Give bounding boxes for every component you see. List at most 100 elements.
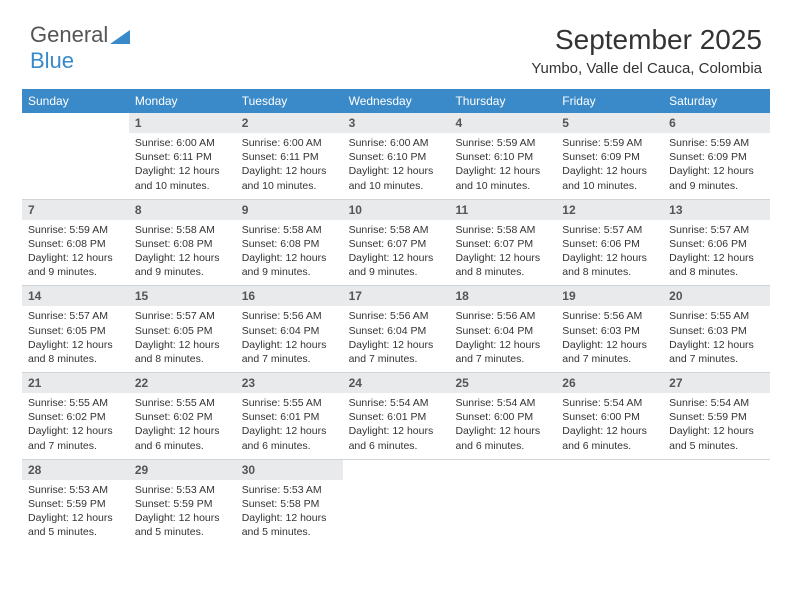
calendar-cell: 10Sunrise: 5:58 AMSunset: 6:07 PMDayligh… [343,200,450,286]
day-info: Sunrise: 5:55 AMSunset: 6:02 PMDaylight:… [129,393,236,459]
sunset-text: Sunset: 6:04 PM [455,324,550,338]
sunrise-text: Sunrise: 5:56 AM [455,309,550,323]
day-number: 15 [129,286,236,306]
daylight-text: Daylight: 12 hours and 5 minutes. [242,511,337,539]
daylight-text: Daylight: 12 hours and 6 minutes. [135,424,230,452]
day-number: 16 [236,286,343,306]
sunrise-text: Sunrise: 5:53 AM [28,483,123,497]
day-info: Sunrise: 5:58 AMSunset: 6:08 PMDaylight:… [236,220,343,286]
daylight-text: Daylight: 12 hours and 6 minutes. [349,424,444,452]
day-info: Sunrise: 5:55 AMSunset: 6:01 PMDaylight:… [236,393,343,459]
daylight-text: Daylight: 12 hours and 10 minutes. [242,164,337,192]
sunrise-text: Sunrise: 5:55 AM [242,396,337,410]
sunset-text: Sunset: 6:03 PM [669,324,764,338]
day-number: 20 [663,286,770,306]
daylight-text: Daylight: 12 hours and 9 minutes. [135,251,230,279]
calendar-cell: 18Sunrise: 5:56 AMSunset: 6:04 PMDayligh… [449,286,556,372]
sunset-text: Sunset: 6:08 PM [28,237,123,251]
calendar: Sunday Monday Tuesday Wednesday Thursday… [22,89,770,545]
calendar-cell: 8Sunrise: 5:58 AMSunset: 6:08 PMDaylight… [129,200,236,286]
calendar-cell: .. [343,460,450,546]
calendar-week: 7Sunrise: 5:59 AMSunset: 6:08 PMDaylight… [22,199,770,286]
sunset-text: Sunset: 6:05 PM [135,324,230,338]
day-number: 19 [556,286,663,306]
calendar-cell: 28 Sunrise: 5:53 AMSunset: 5:59 PMDayligh… [22,460,129,546]
day-info: Sunrise: 5:57 AMSunset: 6:05 PMDaylight:… [22,306,129,372]
day-number: 4 [449,113,556,133]
day-number: 3 [343,113,450,133]
day-number: 7 [22,200,129,220]
sunrise-text: Sunrise: 5:53 AM [135,483,230,497]
sunrise-text: Sunrise: 5:57 AM [562,223,657,237]
sunset-text: Sunset: 6:04 PM [349,324,444,338]
daylight-text: Daylight: 12 hours and 8 minutes. [455,251,550,279]
daylight-text: Daylight: 12 hours and 10 minutes. [349,164,444,192]
sunrise-text: Sunrise: 5:57 AM [669,223,764,237]
day-info: Sunrise: 5:59 AMSunset: 6:09 PMDaylight:… [663,133,770,199]
day-number: 14 [22,286,129,306]
day-number: 30 [236,460,343,480]
day-number: 12 [556,200,663,220]
sunset-text: Sunset: 6:04 PM [242,324,337,338]
sunrise-text: Sunrise: 5:54 AM [669,396,764,410]
calendar-cell: .. [449,460,556,546]
day-info: Sunrise: 5:59 AMSunset: 6:08 PMDaylight:… [22,220,129,286]
sunset-text: Sunset: 6:06 PM [669,237,764,251]
daylight-text: Daylight: 12 hours and 7 minutes. [349,338,444,366]
daylight-text: Daylight: 12 hours and 8 minutes. [135,338,230,366]
day-info: Sunrise: 5:54 AMSunset: 6:01 PMDaylight:… [343,393,450,459]
sunrise-text: Sunrise: 5:58 AM [455,223,550,237]
sunset-text: Sunset: 5:59 PM [28,497,123,511]
logo-text-2: Blue [30,48,74,73]
sunrise-text: Sunrise: 6:00 AM [242,136,337,150]
day-number: 8 [129,200,236,220]
sunrise-text: Sunrise: 5:56 AM [242,309,337,323]
daylight-text: Daylight: 12 hours and 9 minutes. [669,164,764,192]
calendar-cell: 21Sunrise: 5:55 AMSunset: 6:02 PMDayligh… [22,373,129,459]
calendar-cell: .. [663,460,770,546]
calendar-cell: 4Sunrise: 5:59 AMSunset: 6:10 PMDaylight… [449,113,556,199]
daylight-text: Daylight: 12 hours and 5 minutes. [28,511,123,539]
sunset-text: Sunset: 6:02 PM [28,410,123,424]
calendar-cell: 6Sunrise: 5:59 AMSunset: 6:09 PMDaylight… [663,113,770,199]
day-info: Sunrise: 5:57 AMSunset: 6:05 PMDaylight:… [129,306,236,372]
sunset-text: Sunset: 6:10 PM [455,150,550,164]
calendar-cell: 16Sunrise: 5:56 AMSunset: 6:04 PMDayligh… [236,286,343,372]
sunrise-text: Sunrise: 5:58 AM [349,223,444,237]
sunset-text: Sunset: 6:01 PM [242,410,337,424]
day-info: Sunrise: 6:00 AMSunset: 6:11 PMDaylight:… [236,133,343,199]
calendar-cell: 12Sunrise: 5:57 AMSunset: 6:06 PMDayligh… [556,200,663,286]
sunset-text: Sunset: 5:58 PM [242,497,337,511]
sunrise-text: Sunrise: 5:54 AM [455,396,550,410]
day-header: Tuesday [236,89,343,113]
day-header-row: Sunday Monday Tuesday Wednesday Thursday… [22,89,770,113]
calendar-cell: 29Sunrise: 5:53 AMSunset: 5:59 PMDayligh… [129,460,236,546]
sunset-text: Sunset: 6:00 PM [455,410,550,424]
sunrise-text: Sunrise: 6:00 AM [135,136,230,150]
day-number: 24 [343,373,450,393]
day-info: Sunrise: 5:55 AMSunset: 6:03 PMDaylight:… [663,306,770,372]
calendar-cell: .. [22,113,129,199]
sunrise-text: Sunrise: 5:59 AM [455,136,550,150]
day-info: Sunrise: 5:58 AMSunset: 6:07 PMDaylight:… [343,220,450,286]
day-info: Sunrise: 5:55 AMSunset: 6:02 PMDaylight:… [22,393,129,459]
daylight-text: Daylight: 12 hours and 10 minutes. [562,164,657,192]
sunrise-text: Sunrise: 5:54 AM [562,396,657,410]
daylight-text: Daylight: 12 hours and 9 minutes. [349,251,444,279]
calendar-cell: 13Sunrise: 5:57 AMSunset: 6:06 PMDayligh… [663,200,770,286]
day-number: 25 [449,373,556,393]
day-header: Monday [129,89,236,113]
day-info: Sunrise: 5:56 AMSunset: 6:04 PMDaylight:… [236,306,343,372]
calendar-cell: 22Sunrise: 5:55 AMSunset: 6:02 PMDayligh… [129,373,236,459]
day-number: 21 [22,373,129,393]
day-number: 22 [129,373,236,393]
daylight-text: Daylight: 12 hours and 6 minutes. [562,424,657,452]
calendar-cell: .. [556,460,663,546]
day-number: 28 [22,460,129,480]
calendar-cell: 1Sunrise: 6:00 AMSunset: 6:11 PMDaylight… [129,113,236,199]
sunrise-text: Sunrise: 5:58 AM [135,223,230,237]
calendar-cell: 17Sunrise: 5:56 AMSunset: 6:04 PMDayligh… [343,286,450,372]
sunrise-text: Sunrise: 5:55 AM [28,396,123,410]
sunrise-text: Sunrise: 6:00 AM [349,136,444,150]
day-info: Sunrise: 6:00 AMSunset: 6:10 PMDaylight:… [343,133,450,199]
